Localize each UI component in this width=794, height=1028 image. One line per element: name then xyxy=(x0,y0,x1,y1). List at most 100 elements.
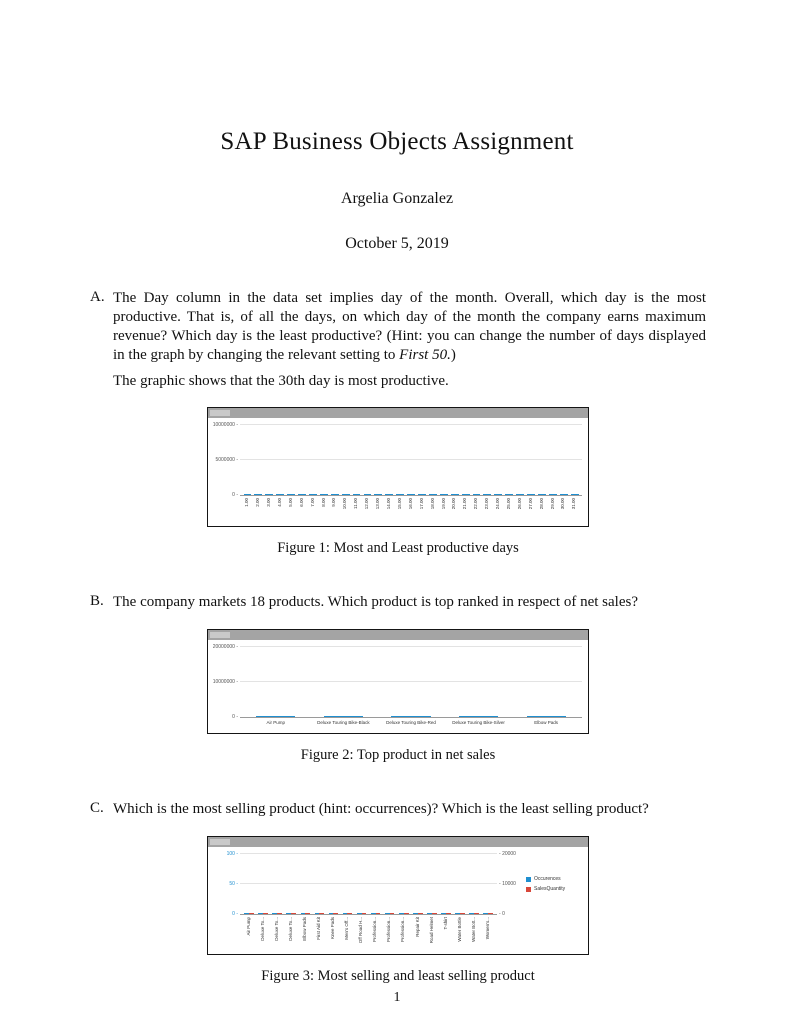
x-tick: 25.00 xyxy=(504,496,515,523)
bar-occurences xyxy=(300,913,306,915)
bar xyxy=(323,716,363,718)
y-axis-label: 5000000 xyxy=(215,458,238,463)
x-tick: 19.00 xyxy=(438,496,449,523)
bar-occurences xyxy=(356,913,362,915)
x-tick-label: 3.00 xyxy=(266,498,272,507)
y-axis-label: 50 xyxy=(229,882,238,887)
chart-most-least-selling-product: 0 50 100 Air Pump Deluxe To... Deluxe To... D… xyxy=(207,836,589,956)
x-tick: Off Road H... xyxy=(355,915,369,951)
bar xyxy=(363,494,372,496)
bar xyxy=(461,494,470,496)
bar xyxy=(527,494,535,496)
x-tick-label: Elbow Pads xyxy=(534,720,559,726)
bar-group xyxy=(417,494,428,496)
x-tick-label: 19.00 xyxy=(440,498,446,510)
x-tick-label: Men's Off... xyxy=(344,917,350,941)
y-axis-label: 10000 xyxy=(499,882,516,887)
x-tick: 1.00 xyxy=(242,496,253,523)
bar-occurences xyxy=(427,913,432,915)
bar-group xyxy=(298,913,312,915)
chart-header-bar xyxy=(208,630,588,641)
bar-group xyxy=(340,494,351,496)
bar-group xyxy=(264,494,275,496)
bar xyxy=(428,494,437,496)
bar xyxy=(256,716,296,718)
x-tick-label: Air Pump xyxy=(266,720,286,726)
x-tick-label: 7.00 xyxy=(309,498,315,507)
x-tick-label: 28.00 xyxy=(538,498,544,510)
question-a-text-end: ) xyxy=(450,347,456,364)
bar-group xyxy=(411,913,425,915)
y-axis-left: 0 50 100 xyxy=(210,852,240,917)
bar-salesquantity xyxy=(263,913,268,915)
bar-group xyxy=(384,494,395,496)
bar-group xyxy=(467,913,481,915)
figure-3: 0 50 100 Air Pump Deluxe To... Deluxe To... D… xyxy=(90,836,706,985)
bar xyxy=(385,494,394,496)
chart-top-product-net-sales: 0 10000000 20000000 Air Pump Deluxe Touring… xyxy=(207,629,589,735)
bar-group xyxy=(397,913,411,915)
bar-group xyxy=(383,913,397,915)
question-b-body: The company markets 18 products. Which p… xyxy=(113,593,706,612)
y-axis-label: 10000000 xyxy=(213,423,238,428)
x-tick: 31.00 xyxy=(569,496,580,523)
bar-group xyxy=(270,913,284,915)
question-a-label: A. xyxy=(90,289,105,305)
y-axis-left: 0 5000000 10000000 xyxy=(210,423,240,498)
bar-salesquantity xyxy=(347,913,353,915)
x-tick-label: 6.00 xyxy=(298,498,304,507)
bar-group xyxy=(453,913,467,915)
bar-group xyxy=(425,913,439,915)
x-tick: Repair Kit xyxy=(411,915,425,951)
bar xyxy=(276,494,285,496)
x-tick: 2.00 xyxy=(253,496,264,523)
x-tick: Deluxe Touring Bike-Silver xyxy=(445,718,513,730)
x-axis: Air Pump Deluxe To... Deluxe To... Deluxe T… xyxy=(240,915,497,951)
x-tick-label: 22.00 xyxy=(473,498,479,510)
plot-area xyxy=(240,646,582,719)
x-tick-label: 1.00 xyxy=(244,498,250,507)
figure-2: 0 10000000 20000000 Air Pump Deluxe Touring… xyxy=(90,629,706,764)
bar-group xyxy=(515,494,526,496)
bar-group xyxy=(275,494,286,496)
bar xyxy=(396,494,405,496)
chart-header-chip xyxy=(210,839,230,846)
bar-group xyxy=(256,913,270,915)
bar-group xyxy=(307,494,318,496)
bar-salesquantity xyxy=(403,913,409,915)
x-tick-label: First Aid Kit xyxy=(316,917,322,941)
x-tick-label: Elbow Pads xyxy=(302,917,308,942)
question-a-answer-note: The graphic shows that the 30th day is m… xyxy=(113,373,449,390)
bar-group xyxy=(284,913,298,915)
bar-salesquantity xyxy=(417,913,423,915)
x-tick: 4.00 xyxy=(275,496,286,523)
y-axis-left: 0 10000000 20000000 xyxy=(210,645,240,720)
x-tick: 21.00 xyxy=(460,496,471,523)
bar xyxy=(494,494,503,496)
chart-header-bar xyxy=(208,408,588,419)
x-tick-label: 12.00 xyxy=(364,498,370,510)
y-axis-label: 0 xyxy=(232,715,238,720)
y-axis-label: 10000000 xyxy=(213,680,238,685)
bar-occurences xyxy=(370,913,376,915)
bar xyxy=(458,716,499,718)
bar xyxy=(391,716,431,718)
chart-legend: Occurences SalesQuantity xyxy=(523,854,582,914)
bar-occurences xyxy=(328,913,334,915)
bar xyxy=(559,494,568,496)
gridline xyxy=(240,883,497,885)
x-tick: 9.00 xyxy=(329,496,340,523)
bar xyxy=(319,494,328,496)
question-b: B. The company markets 18 products. Whic… xyxy=(90,593,706,612)
x-tick-label: 2.00 xyxy=(255,498,261,507)
bar-group xyxy=(312,913,326,915)
x-tick-label: 4.00 xyxy=(276,498,282,507)
bar-group xyxy=(439,913,453,915)
legend-swatch xyxy=(526,886,531,892)
bar xyxy=(505,494,514,496)
x-tick-label: Off Road H... xyxy=(358,917,364,944)
y-axis-label: 20000 xyxy=(499,852,516,857)
bar xyxy=(570,494,579,496)
x-tick: Air Pump xyxy=(242,915,256,951)
x-tick-label: Road Helmet xyxy=(428,917,434,944)
